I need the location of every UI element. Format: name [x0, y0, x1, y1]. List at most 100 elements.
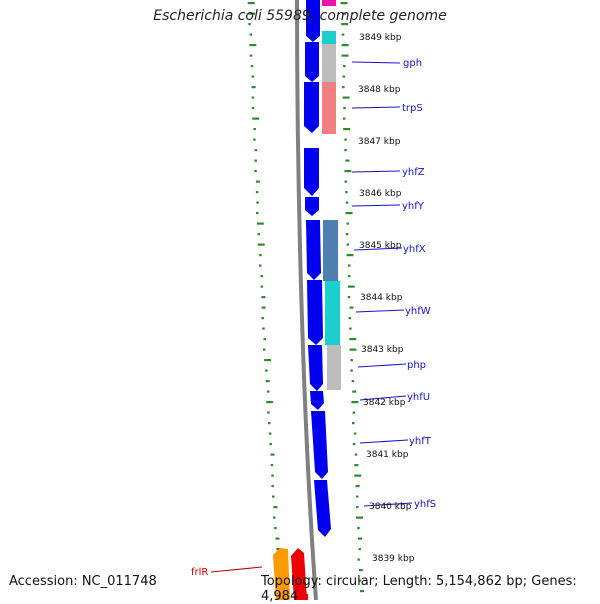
tick-label: 3846 kbp: [359, 189, 402, 199]
gene-label-frlR[interactable]: frlR: [191, 567, 208, 578]
tick-label: 3842 kbp: [363, 398, 406, 408]
gc-mark: [262, 348, 266, 351]
gc-mark: [251, 86, 256, 89]
gc-mark: [257, 233, 260, 236]
gc-mark: [261, 296, 266, 299]
leader-line: [353, 247, 403, 251]
gc-mark: [358, 548, 361, 551]
cds-arrow: [304, 82, 319, 133]
cog-block-salmon: [322, 82, 336, 134]
leader-line: [351, 61, 401, 64]
gc-mark: [271, 474, 274, 477]
gc-mark: [353, 432, 357, 435]
gc-mark: [256, 222, 264, 225]
leader-line: [351, 106, 401, 109]
gc-mark: [254, 170, 257, 173]
gc-mark: [342, 86, 345, 89]
gc-mark: [352, 390, 357, 393]
gc-mark: [251, 75, 255, 78]
gc-mark: [344, 138, 347, 141]
tick-label: 3847 kbp: [358, 137, 401, 147]
gc-mark: [343, 107, 346, 110]
gc-mark: [341, 54, 349, 57]
gc-mark: [248, 12, 256, 15]
tick-label: 3839 kbp: [372, 554, 415, 564]
gene-label[interactable]: yhfT: [409, 436, 432, 447]
gc-mark: [345, 191, 348, 194]
cds-arrow: [310, 391, 324, 410]
cds-arrow: [306, 220, 321, 280]
gc-mark: [254, 149, 258, 152]
gc-mark: [345, 201, 349, 204]
gene-label[interactable]: trpS: [402, 103, 423, 114]
gc-mark: [249, 33, 253, 36]
gene-label[interactable]: yhfZ: [402, 167, 425, 178]
gc-mark: [249, 44, 257, 47]
tick-label: 3841 kbp: [366, 450, 409, 460]
cds-arrow: [307, 280, 323, 345]
gc-mark: [345, 212, 353, 215]
gc-mark: [272, 495, 275, 498]
gc-mark: [352, 411, 356, 414]
gc-track-right: [340, 2, 364, 593]
gc-mark: [348, 317, 352, 320]
gc-mark: [352, 443, 356, 446]
gc-mark: [257, 243, 265, 246]
gc-mark: [360, 590, 364, 593]
gc-mark: [256, 201, 259, 204]
gc-mark: [266, 401, 274, 404]
gc-mark: [348, 264, 351, 267]
gc-mark: [276, 548, 281, 551]
gc-mark: [349, 338, 357, 341]
tick-label: 3849 kbp: [359, 33, 402, 43]
gc-mark: [263, 338, 266, 341]
cds-track: [304, 0, 331, 537]
gc-mark: [256, 212, 259, 215]
gc-mark: [354, 453, 358, 456]
gene-label[interactable]: yhfS: [414, 499, 436, 510]
cog-block-steelblue: [323, 220, 338, 281]
gc-track-left: [247, 2, 284, 593]
cog-block-gray: [322, 44, 336, 82]
gc-mark: [251, 96, 255, 99]
gc-mark: [346, 254, 354, 257]
cog-block-cyan-2: [325, 281, 340, 345]
gc-mark: [264, 359, 272, 362]
gc-mark: [259, 254, 262, 257]
cds-arrow: [305, 42, 319, 82]
gc-mark: [255, 180, 260, 183]
gene-label[interactable]: yhfY: [402, 201, 425, 212]
gc-mark: [354, 474, 362, 477]
cds-arrow: [306, 0, 320, 42]
gc-mark: [351, 401, 359, 404]
gc-mark: [266, 390, 270, 393]
gene-label[interactable]: gph: [403, 58, 422, 69]
gene-leaders: [210, 61, 413, 573]
gc-mark: [342, 117, 346, 120]
gc-mark: [358, 579, 362, 582]
gene-label[interactable]: php: [407, 360, 426, 371]
gc-mark: [261, 317, 264, 320]
cds-arrow: [314, 480, 331, 537]
gene-label[interactable]: yhfX: [403, 244, 426, 255]
gc-mark: [247, 2, 255, 5]
gc-mark: [265, 369, 268, 372]
cds-arrow-red: [291, 548, 307, 600]
gc-mark: [260, 285, 264, 288]
gc-mark: [346, 222, 349, 225]
gene-labels: gph trpS yhfZ yhfY yhfX yhfW php yhfU yh…: [191, 58, 436, 578]
genome-backbone: [295, 0, 318, 600]
gc-mark: [248, 23, 251, 26]
gc-mark: [267, 411, 270, 414]
gc-mark: [249, 54, 253, 57]
gc-mark: [341, 33, 345, 36]
tick-label: 3848 kbp: [358, 85, 401, 95]
gene-label[interactable]: yhfU: [407, 392, 430, 403]
gene-label[interactable]: yhfW: [405, 306, 431, 317]
gc-mark: [259, 264, 262, 267]
gc-mark: [253, 138, 256, 141]
gc-mark: [350, 369, 353, 372]
gc-mark: [269, 443, 272, 446]
gc-mark: [344, 180, 347, 183]
gc-mark: [341, 23, 349, 26]
